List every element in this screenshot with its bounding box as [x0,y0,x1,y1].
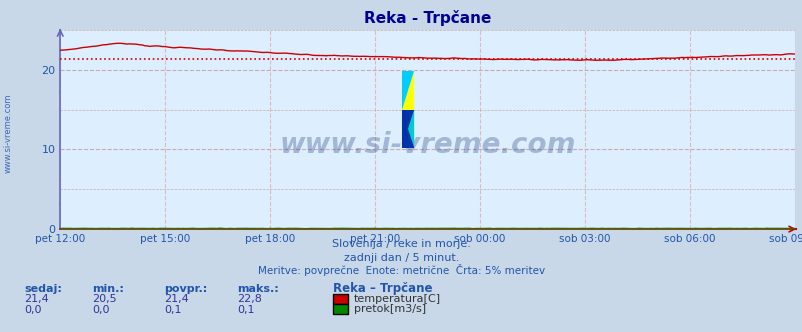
Bar [401,110,414,148]
Title: Reka - Trpčane: Reka - Trpčane [363,10,491,26]
Text: 0,1: 0,1 [164,305,182,315]
Text: 21,4: 21,4 [164,294,189,304]
Text: min.:: min.: [92,284,124,294]
Text: www.si-vreme.com: www.si-vreme.com [3,93,13,173]
Text: 20,5: 20,5 [92,294,117,304]
Text: 21,4: 21,4 [24,294,49,304]
Text: pretok[m3/s]: pretok[m3/s] [354,304,426,314]
Polygon shape [401,71,414,110]
Text: 0,0: 0,0 [92,305,110,315]
Text: www.si-vreme.com: www.si-vreme.com [279,131,575,159]
Text: maks.:: maks.: [237,284,278,294]
Text: 0,1: 0,1 [237,305,254,315]
Polygon shape [401,71,414,110]
Text: povpr.:: povpr.: [164,284,208,294]
Text: 0,0: 0,0 [24,305,42,315]
Text: Slovenija / reke in morje.: Slovenija / reke in morje. [332,239,470,249]
Text: Meritve: povprečne  Enote: metrične  Črta: 5% meritev: Meritve: povprečne Enote: metrične Črta:… [257,264,545,276]
Text: zadnji dan / 5 minut.: zadnji dan / 5 minut. [343,253,459,263]
Text: temperatura[C]: temperatura[C] [354,294,440,304]
Polygon shape [407,110,414,148]
Text: 22,8: 22,8 [237,294,261,304]
Text: sedaj:: sedaj: [24,284,62,294]
Text: Reka – Trpčane: Reka – Trpčane [333,282,432,295]
